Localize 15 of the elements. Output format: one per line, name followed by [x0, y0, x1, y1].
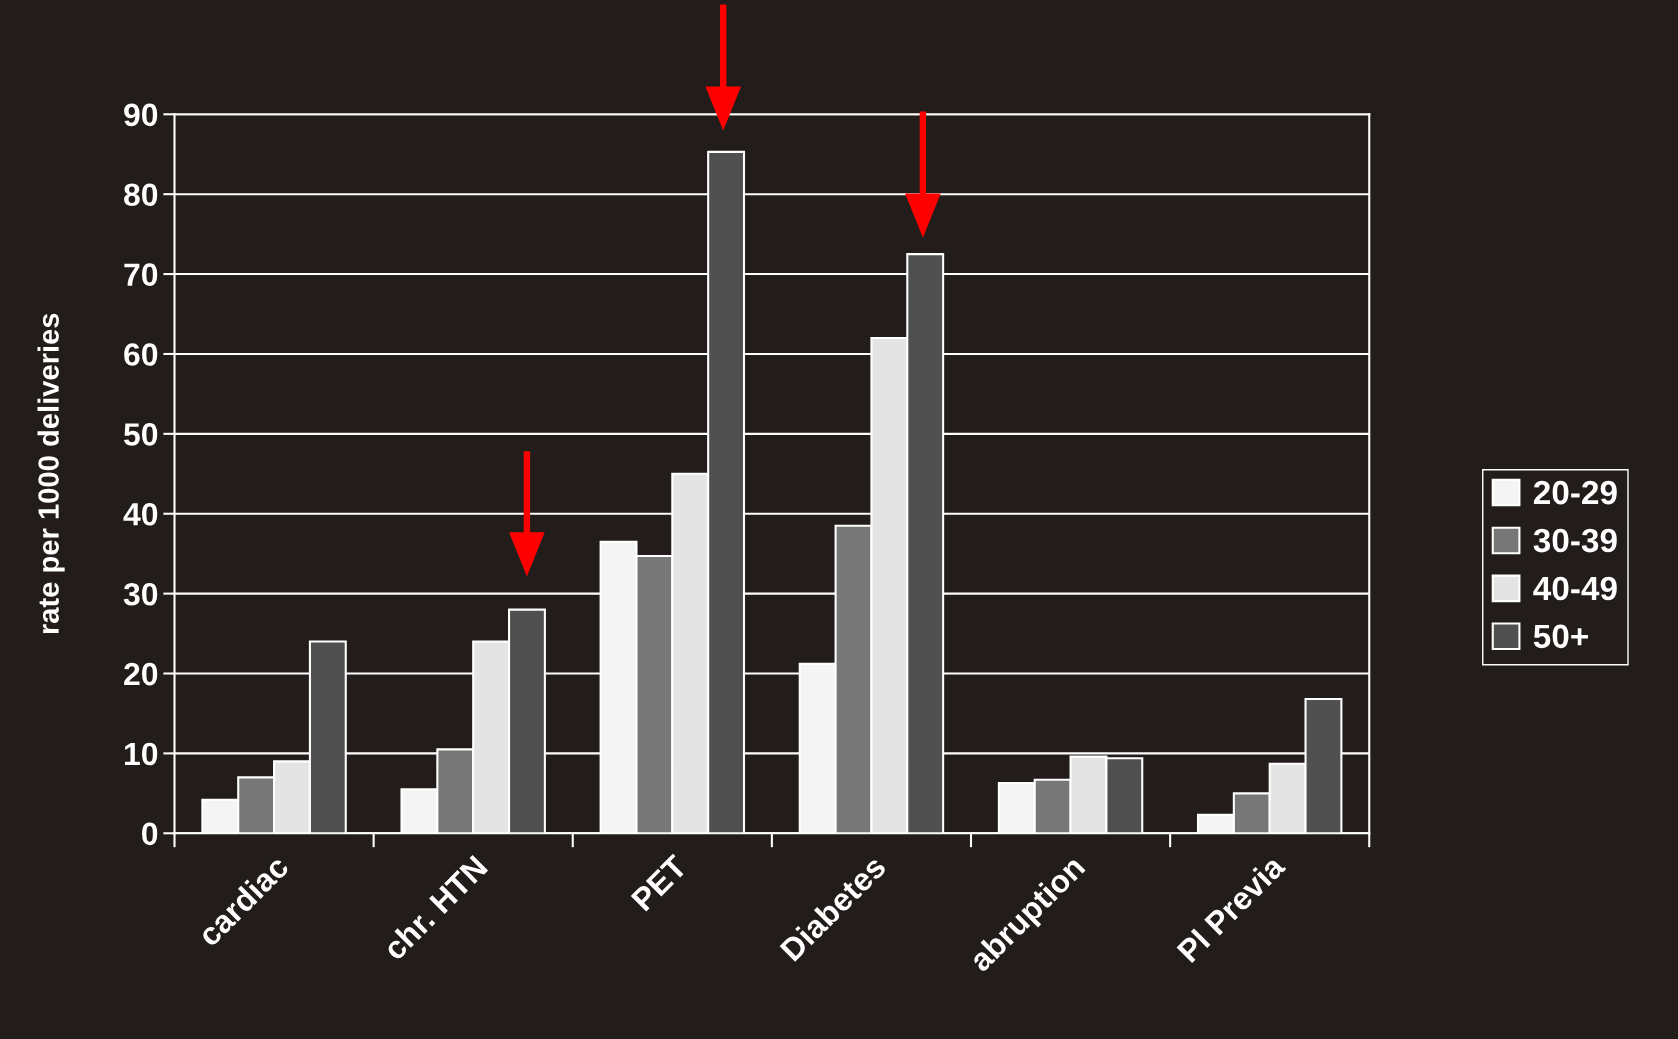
- y-tick-label: 0: [142, 822, 158, 846]
- y-tick-label: 20: [124, 662, 158, 686]
- y-tick-label: 80: [124, 183, 158, 207]
- legend-label: 30-39: [1533, 528, 1617, 553]
- legend-label: 20-29: [1533, 480, 1617, 505]
- y-tick-label: 30: [123, 582, 158, 606]
- y-axis-title: rate per 1000 deliveries: [37, 313, 65, 634]
- y-tick-label: 70: [124, 263, 158, 286]
- y-tick-label: 40: [123, 503, 158, 526]
- y-tick-label: 90: [124, 103, 158, 127]
- legend-label: 40-49: [1533, 576, 1617, 601]
- y-tick-label: 50: [123, 423, 158, 446]
- legend-label: 50+: [1533, 624, 1588, 649]
- y-tick-label: 60: [124, 343, 158, 366]
- y-tick-label: 10: [125, 742, 158, 766]
